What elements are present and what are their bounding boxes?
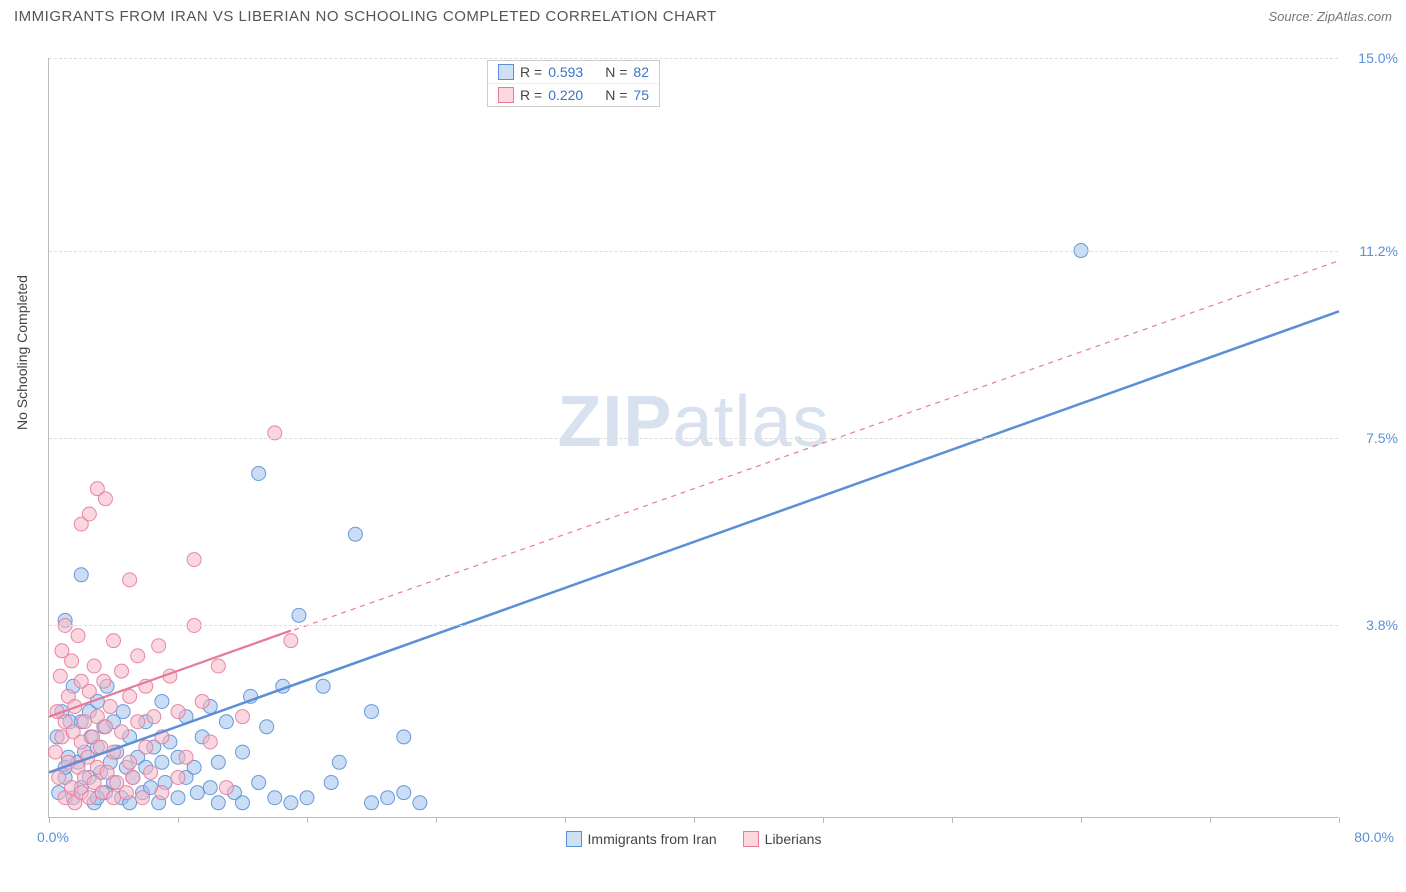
legend-label-iran: Immigrants from Iran xyxy=(588,831,717,847)
gridline-h xyxy=(49,251,1338,252)
legend-item-iran: Immigrants from Iran xyxy=(566,831,717,847)
x-tick xyxy=(1210,817,1211,823)
legend-swatch-liberians xyxy=(743,831,759,847)
legend-swatch-iran xyxy=(566,831,582,847)
x-tick xyxy=(307,817,308,823)
x-axis-max-label: 80.0% xyxy=(1354,829,1394,845)
x-tick xyxy=(565,817,566,823)
x-tick xyxy=(952,817,953,823)
x-tick xyxy=(694,817,695,823)
legend-label-liberians: Liberians xyxy=(765,831,822,847)
legend-item-liberians: Liberians xyxy=(743,831,822,847)
y-axis-title: No Schooling Completed xyxy=(14,275,30,430)
y-tick-label: 15.0% xyxy=(1358,50,1398,66)
source-attribution: Source: ZipAtlas.com xyxy=(1268,9,1392,24)
gridline-h xyxy=(49,438,1338,439)
y-tick-label: 3.8% xyxy=(1366,617,1398,633)
x-tick xyxy=(1339,817,1340,823)
x-tick xyxy=(49,817,50,823)
scatter-chart: ZIPatlas R = 0.593 N = 82 R = 0.220 N = … xyxy=(48,58,1338,818)
gridline-h xyxy=(49,625,1338,626)
y-tick-label: 11.2% xyxy=(1359,243,1398,259)
x-tick xyxy=(178,817,179,823)
chart-title: IMMIGRANTS FROM IRAN VS LIBERIAN NO SCHO… xyxy=(14,8,717,25)
x-tick xyxy=(436,817,437,823)
gridline-h xyxy=(49,58,1338,59)
legend: Immigrants from Iran Liberians xyxy=(566,831,822,847)
x-axis-min-label: 0.0% xyxy=(37,829,69,845)
x-tick xyxy=(1081,817,1082,823)
x-tick xyxy=(823,817,824,823)
y-tick-label: 7.5% xyxy=(1366,430,1398,446)
